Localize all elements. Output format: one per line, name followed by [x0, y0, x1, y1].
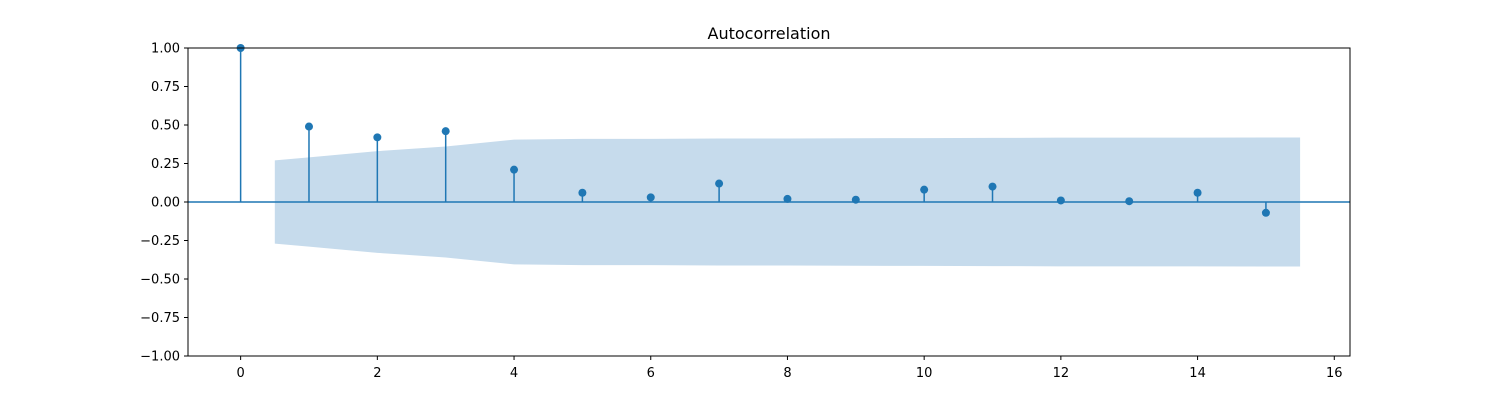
y-tick-label: 0.00	[151, 196, 180, 211]
acf-point	[851, 195, 860, 204]
acf-stem-lag-15	[1261, 202, 1270, 217]
acf-point	[715, 179, 724, 188]
y-tick-label: 0.75	[151, 80, 180, 95]
acf-stem-lag-7	[715, 179, 724, 202]
acf-point	[373, 133, 382, 142]
acf-stem-lag-2	[373, 133, 382, 202]
acf-point	[1261, 208, 1270, 217]
x-tick-label: 12	[1053, 366, 1070, 381]
acf-point	[441, 127, 450, 136]
acf-point	[988, 182, 997, 191]
y-tick-label: −0.50	[140, 273, 180, 288]
acf-stem-lag-10	[920, 185, 929, 202]
acf-stem-lag-13	[1125, 197, 1134, 206]
acf-stem-lag-8	[783, 194, 792, 203]
y-tick-label: 0.50	[151, 119, 180, 134]
y-tick-label: 1.00	[151, 42, 180, 57]
y-tick-label: 0.25	[151, 157, 180, 172]
acf-stem-lag-12	[1056, 196, 1065, 205]
x-tick-label: 8	[783, 366, 791, 381]
acf-point	[1056, 196, 1065, 205]
y-tick-label: −0.75	[140, 311, 180, 326]
acf-stem-lag-0	[236, 44, 245, 202]
chart-title: Autocorrelation	[708, 24, 831, 43]
x-tick-label: 2	[373, 366, 381, 381]
acf-stem-lag-14	[1193, 188, 1202, 202]
acf-stem-lag-4	[510, 165, 519, 202]
acf-point	[1125, 197, 1134, 206]
acf-stem-lag-1	[304, 122, 313, 202]
x-tick-label: 14	[1189, 366, 1206, 381]
x-tick-label: 6	[647, 366, 655, 381]
acf-point	[304, 122, 313, 131]
x-tick-label: 4	[510, 366, 518, 381]
acf-point	[646, 193, 655, 202]
acf-stem-lag-3	[441, 127, 450, 202]
x-tick-label: 0	[236, 366, 244, 381]
acf-point	[920, 185, 929, 194]
acf-stem-lag-6	[646, 193, 655, 202]
acf-stem-lag-9	[851, 195, 860, 204]
x-tick-label: 16	[1326, 366, 1343, 381]
acf-point	[1193, 188, 1202, 197]
acf-point	[783, 194, 792, 203]
y-tick-label: −0.25	[140, 234, 180, 249]
acf-point	[510, 165, 519, 174]
acf-stem-lag-5	[578, 188, 587, 202]
acf-point	[578, 188, 587, 197]
x-tick-label: 10	[916, 366, 933, 381]
y-tick-label: −1.00	[140, 350, 180, 365]
acf-stem-lag-11	[988, 182, 997, 202]
